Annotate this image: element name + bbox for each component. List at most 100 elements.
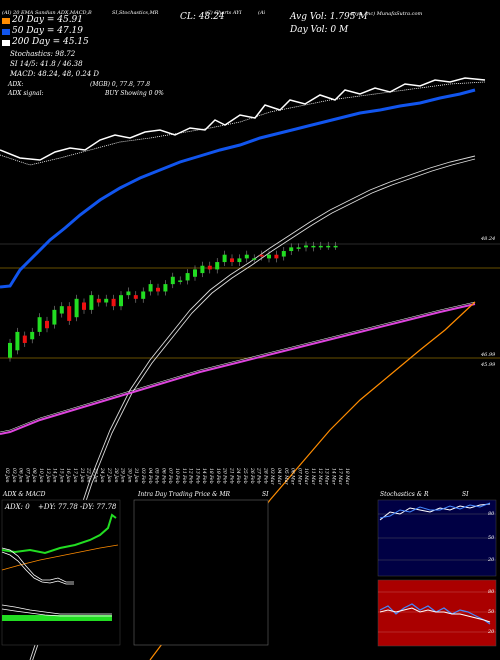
adx-signal: ADX signal: xyxy=(8,90,44,97)
legend-ma20: 20 Day = 45.91 xyxy=(12,15,84,25)
candle xyxy=(230,258,234,263)
white-price-line xyxy=(0,77,486,161)
magenta-line xyxy=(0,303,476,435)
adx-line: ADX: xyxy=(8,81,24,88)
adx-white-line-b xyxy=(1,551,74,585)
candle xyxy=(304,245,308,248)
candle xyxy=(148,284,153,292)
x-tick-label: 27 Jan xyxy=(106,467,112,483)
legend-stoch: Stochastics: 98.72 xyxy=(10,50,76,58)
white-ma-dotted xyxy=(0,81,486,166)
ai-label: (Ai xyxy=(258,10,266,16)
white-long-ma-a xyxy=(29,155,476,660)
candle xyxy=(37,317,42,332)
stoch-tick-50: 50 xyxy=(488,535,495,541)
macd-line-a xyxy=(1,604,112,615)
x-tick-label: 12 Feb xyxy=(188,468,194,484)
x-tick-label: 24 Jan xyxy=(99,467,105,483)
legend-ma50: 50 Day = 47.19 xyxy=(12,26,84,36)
x-tick-label: 14 Jan xyxy=(52,468,58,483)
price-label-mid: 46.99 xyxy=(480,352,496,358)
x-tick-label: 26 Feb xyxy=(249,467,255,484)
magenta-line-b xyxy=(0,301,476,433)
legend-swatch-ma20 xyxy=(2,18,10,24)
adx-white-line xyxy=(1,547,74,583)
company-label: enya. Inc) MunafaSutra.com xyxy=(350,11,423,17)
x-tick-label: 04 Feb xyxy=(147,468,153,484)
minus-dy-label: -DY: 77.78 xyxy=(80,503,117,511)
legend-swatch-ma200 xyxy=(2,40,10,46)
adx-panel-frame xyxy=(1,499,121,646)
x-tick-label: 21 Jan xyxy=(79,467,85,483)
x-axis-labels: 02 Jan 03 Jan 06 Jan 07 Jan 08 Jan 10 Jan 13 J… xyxy=(4,467,350,485)
stoch-tick-20: 20 xyxy=(488,557,495,563)
legend-si: SI 14/5: 41.8 / 46.38 xyxy=(10,60,83,68)
candle xyxy=(237,258,242,263)
candle xyxy=(185,273,190,281)
x-tick-label: 29 Jan xyxy=(120,467,126,483)
x-tick-label: 03 Jan xyxy=(11,468,17,483)
candle xyxy=(30,331,35,340)
charts-for-label: (C) Charts AYI xyxy=(205,10,242,16)
adx-panel-title: ADX & MACD xyxy=(3,491,46,498)
adx-value-label: ADX: 0 xyxy=(5,503,30,511)
candle xyxy=(296,247,301,249)
x-tick-label: 16 Jan xyxy=(65,468,71,483)
candle xyxy=(200,265,205,274)
blue-ma-line xyxy=(0,88,476,289)
x-tick-label: 03 Mar xyxy=(269,468,275,485)
candle xyxy=(244,254,249,259)
x-tick-label: 06 Mar xyxy=(290,468,296,485)
x-tick-label: 15 Jan xyxy=(58,468,64,483)
adx-value: (MGB) 0, 77.8, 77.8 xyxy=(90,81,151,88)
candle xyxy=(119,295,123,307)
intraday-panel-title: Intra Day Trading Price & MR xyxy=(138,491,231,498)
si-label: SI,Stochastics,MR xyxy=(112,10,159,16)
candle xyxy=(104,298,109,303)
candle xyxy=(59,306,64,314)
x-tick-label: 24 Feb xyxy=(235,467,241,484)
x-tick-label: 07 Feb xyxy=(167,468,173,484)
candle xyxy=(8,342,12,358)
candle xyxy=(82,302,86,310)
candle xyxy=(22,335,27,343)
x-tick-label: 02 Jan xyxy=(4,468,10,483)
candle xyxy=(156,287,160,292)
candle xyxy=(215,262,220,270)
x-tick-label: 07 Jan xyxy=(24,468,30,483)
price-label-low: 45.99 xyxy=(480,362,496,368)
legend-swatch-ma50 xyxy=(2,29,10,35)
candle xyxy=(274,254,279,259)
candles-group xyxy=(8,241,338,362)
rsi-white-line xyxy=(379,607,491,623)
candle xyxy=(259,254,264,257)
rsi-tick-50: 50 xyxy=(488,609,495,615)
candle xyxy=(96,298,101,303)
white-long-ma-b xyxy=(32,158,476,660)
candle xyxy=(111,298,116,307)
x-tick-label: 03 Feb xyxy=(140,468,146,484)
stoch-blue-line xyxy=(379,502,491,519)
x-tick-label: 06 Feb xyxy=(160,468,166,484)
candle xyxy=(141,291,146,299)
macd-line-b xyxy=(1,608,112,617)
stoch-panel-title: Stochastics & R xyxy=(380,491,429,498)
rsi-tick-80: 80 xyxy=(488,589,495,595)
intraday-si-label: SI xyxy=(262,491,269,498)
legend-ma200: 200 Day = 45.15 xyxy=(12,37,89,47)
x-tick-label: 22 Jan xyxy=(86,467,92,483)
x-tick-label: 12 Mar xyxy=(317,468,323,485)
candle xyxy=(281,251,286,257)
x-tick-label: 30 Jan xyxy=(126,468,132,483)
x-tick-label: 28 Jan xyxy=(113,467,119,483)
intraday-panel-frame xyxy=(133,499,269,646)
x-tick-label: 14 Mar xyxy=(330,468,336,485)
candle xyxy=(45,320,49,329)
legend-macd: MACD: 48.24, 48, 0.24 D xyxy=(10,70,100,78)
macd-histogram xyxy=(2,615,112,621)
candle xyxy=(15,331,20,351)
candle xyxy=(267,254,271,259)
x-tick-label: 06 Jan xyxy=(18,468,24,483)
x-tick-label: 17 Jan xyxy=(72,468,78,483)
buy-showing: BUY Showing 0 0% xyxy=(105,90,164,97)
